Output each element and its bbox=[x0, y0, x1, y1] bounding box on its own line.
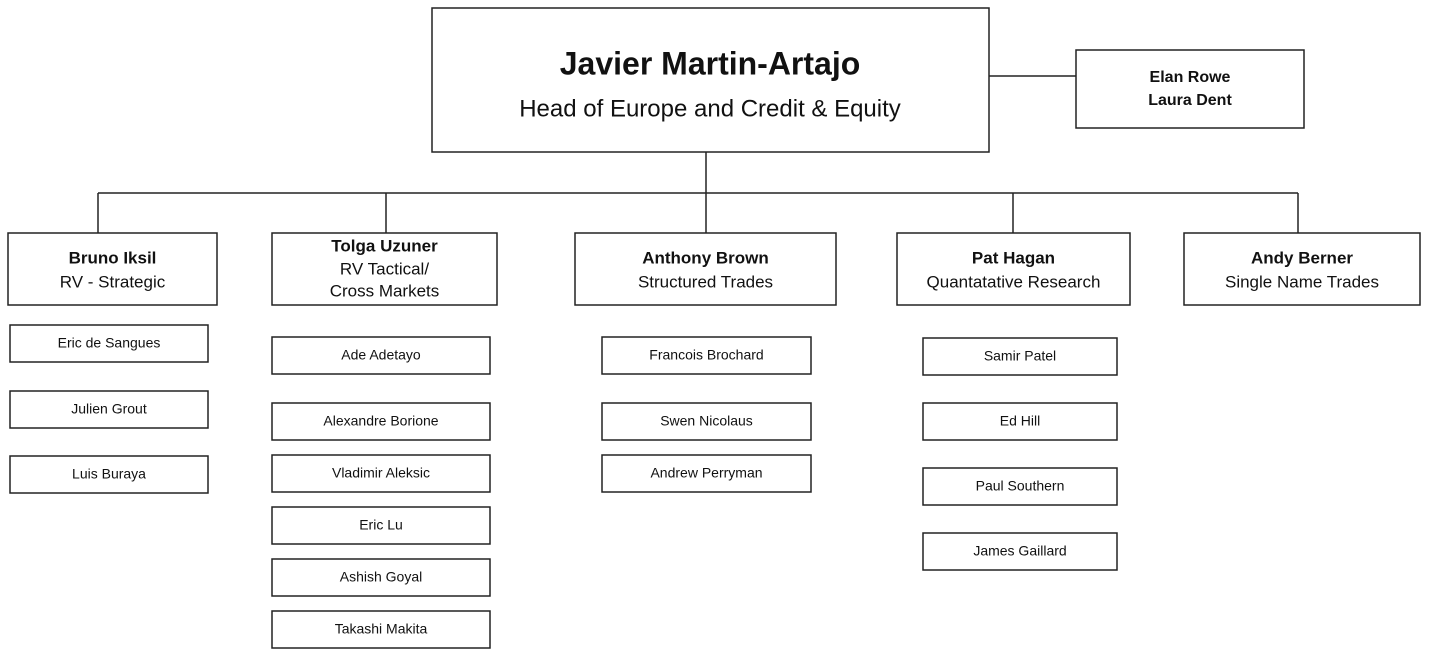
member-name: Samir Patel bbox=[984, 348, 1056, 364]
team-role: Single Name Trades bbox=[1225, 272, 1379, 291]
member-name: Ed Hill bbox=[1000, 413, 1040, 429]
member-box bbox=[601, 336, 812, 375]
member-box bbox=[922, 467, 1118, 506]
member-name: Swen Nicolaus bbox=[660, 413, 753, 429]
team-lead: Anthony Brown bbox=[642, 248, 769, 267]
member-name: Eric de Sangues bbox=[58, 335, 161, 351]
team-box bbox=[1183, 232, 1421, 306]
member-box bbox=[601, 454, 812, 493]
member-box bbox=[271, 558, 491, 597]
member-name: Vladimir Aleksic bbox=[332, 465, 430, 481]
member-name: Ashish Goyal bbox=[340, 569, 422, 585]
member-name: Alexandre Borione bbox=[323, 413, 438, 429]
member-box bbox=[601, 402, 812, 441]
team-box bbox=[896, 232, 1131, 306]
head-box bbox=[431, 7, 990, 153]
member-box bbox=[271, 610, 491, 649]
assistant: Laura Dent bbox=[1148, 92, 1232, 109]
team-role: Cross Markets bbox=[330, 281, 440, 300]
member-name: James Gaillard bbox=[973, 543, 1066, 559]
member-name: Eric Lu bbox=[359, 517, 403, 533]
member-box bbox=[271, 506, 491, 545]
member-box bbox=[9, 324, 209, 363]
member-box bbox=[271, 402, 491, 441]
head-name: Javier Martin-Artajo bbox=[560, 45, 861, 81]
member-box bbox=[9, 390, 209, 429]
team-box bbox=[271, 232, 498, 306]
team-role: RV Tactical/ bbox=[340, 259, 429, 278]
team-lead: Tolga Uzuner bbox=[331, 236, 438, 255]
member-box bbox=[271, 336, 491, 375]
member-box bbox=[271, 454, 491, 493]
member-name: Takashi Makita bbox=[335, 621, 428, 637]
member-name: Francois Brochard bbox=[649, 347, 763, 363]
team-box bbox=[7, 232, 218, 306]
member-box bbox=[922, 532, 1118, 571]
team-box bbox=[574, 232, 837, 306]
team-lead: Pat Hagan bbox=[972, 248, 1055, 267]
member-name: Andrew Perryman bbox=[650, 465, 762, 481]
member-box bbox=[922, 402, 1118, 441]
member-box bbox=[922, 337, 1118, 376]
member-name: Paul Southern bbox=[976, 478, 1065, 494]
member-name: Luis Buraya bbox=[72, 466, 146, 482]
team-lead: Andy Berner bbox=[1251, 248, 1353, 267]
member-name: Ade Adetayo bbox=[341, 347, 421, 363]
assistant-box bbox=[1075, 49, 1305, 129]
member-name: Julien Grout bbox=[71, 401, 147, 417]
assistant: Elan Rowe bbox=[1150, 69, 1231, 86]
team-role: RV - Strategic bbox=[60, 272, 166, 291]
team-lead: Bruno Iksil bbox=[69, 248, 157, 267]
team-role: Structured Trades bbox=[638, 272, 773, 291]
member-box bbox=[9, 455, 209, 494]
head-title: Head of Europe and Credit & Equity bbox=[519, 95, 901, 122]
team-role: Quantatative Research bbox=[927, 272, 1101, 291]
